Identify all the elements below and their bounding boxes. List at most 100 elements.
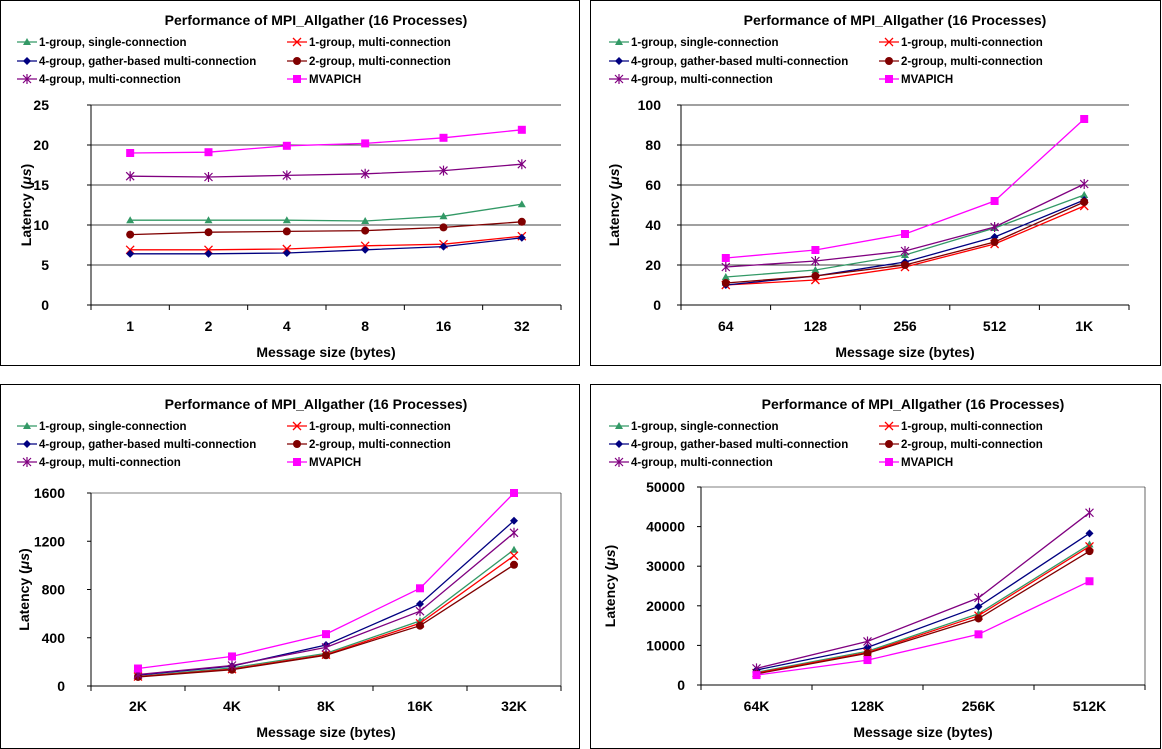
series-6 bbox=[134, 489, 518, 673]
series-3 bbox=[752, 529, 1094, 674]
data-point bbox=[321, 642, 331, 653]
legend-marker bbox=[22, 457, 32, 467]
data-point bbox=[1085, 577, 1094, 586]
data-point bbox=[1079, 179, 1089, 189]
chart-4: Performance of MPI_Allgather (16 Process… bbox=[602, 396, 1146, 740]
legend-label: 1-group, single-connection bbox=[39, 421, 187, 433]
legend-label: 2-group, multi-connection bbox=[901, 439, 1043, 451]
legend-item: 1-group, single-connection bbox=[609, 37, 779, 49]
chart-title: Performance of MPI_Allgather (16 Process… bbox=[165, 396, 468, 412]
data-point bbox=[439, 133, 448, 142]
y-axis-label-end: ) bbox=[16, 548, 32, 553]
legend-item: 2-group, multi-connection bbox=[287, 56, 451, 68]
legend-item: 4-group, multi-connection bbox=[17, 457, 181, 469]
y-axis-label-main: Latency ( bbox=[606, 184, 622, 246]
legend-marker bbox=[293, 57, 301, 65]
data-point bbox=[282, 249, 291, 257]
y-tick-label: 800 bbox=[42, 582, 66, 598]
data-point bbox=[863, 656, 872, 665]
x-axis-label: Message size (bytes) bbox=[256, 724, 395, 740]
data-point bbox=[416, 621, 424, 630]
data-point bbox=[439, 212, 448, 220]
y-tick-label: 1600 bbox=[34, 485, 65, 501]
series-6 bbox=[721, 115, 1089, 262]
x-tick-label: 2K bbox=[129, 698, 147, 714]
legend-item: 2-group, multi-connection bbox=[879, 439, 1043, 451]
legend-item: 4-group, multi-connection bbox=[609, 457, 773, 469]
data-point bbox=[517, 200, 526, 208]
legend-item: MVAPICH bbox=[879, 457, 953, 469]
legend-label: MVAPICH bbox=[901, 457, 953, 469]
legend-item: MVAPICH bbox=[879, 74, 953, 86]
data-point bbox=[439, 223, 448, 232]
legend-marker bbox=[614, 457, 624, 467]
chart-title: Performance of MPI_Allgather (16 Process… bbox=[762, 396, 1065, 412]
data-point bbox=[509, 551, 519, 561]
data-point bbox=[1080, 198, 1089, 206]
chart-3: Performance of MPI_Allgather (16 Process… bbox=[16, 396, 562, 740]
data-point bbox=[361, 217, 370, 224]
series-line bbox=[756, 532, 1090, 671]
legend-marker bbox=[885, 57, 893, 65]
data-point bbox=[510, 489, 518, 497]
x-tick-label: 64K bbox=[744, 698, 770, 714]
data-point bbox=[204, 172, 213, 182]
y-tick-label: 1200 bbox=[34, 533, 65, 549]
data-point bbox=[228, 652, 236, 661]
legend-label: 4-group, multi-connection bbox=[631, 457, 773, 469]
data-point bbox=[510, 545, 518, 553]
legend-item: 1-group, multi-connection bbox=[879, 421, 1043, 433]
data-point bbox=[439, 165, 448, 176]
data-point bbox=[974, 602, 983, 611]
y-axis-label-end: ) bbox=[18, 164, 34, 169]
legend-item: 4-group, gather-based multi-connection bbox=[609, 56, 848, 68]
series-3 bbox=[721, 196, 1089, 289]
legend-label: MVAPICH bbox=[309, 457, 361, 469]
data-point bbox=[517, 125, 526, 134]
chart-title: Performance of MPI_Allgather (16 Process… bbox=[165, 12, 468, 28]
chart-panel-1: Performance of MPI_Allgather (16 Process… bbox=[0, 0, 580, 366]
series-6 bbox=[752, 577, 1094, 680]
legend-item: MVAPICH bbox=[287, 74, 361, 86]
legend-label: 2-group, multi-connection bbox=[901, 56, 1043, 68]
data-point bbox=[990, 222, 1000, 232]
data-point bbox=[1085, 507, 1094, 518]
y-tick-label: 0 bbox=[41, 297, 49, 313]
legend-marker bbox=[884, 421, 894, 431]
series-line bbox=[130, 237, 522, 255]
x-axis-label: Message size (bytes) bbox=[853, 724, 992, 740]
y-axis-label: Latency (μs) bbox=[602, 545, 618, 627]
data-point bbox=[416, 584, 424, 593]
legend-marker bbox=[884, 37, 894, 47]
series-5 bbox=[721, 179, 1089, 272]
data-point bbox=[901, 230, 909, 238]
data-point bbox=[509, 527, 519, 538]
legend-marker bbox=[615, 440, 623, 448]
data-point bbox=[863, 643, 872, 652]
y-tick-label: 40 bbox=[645, 217, 661, 233]
y-axis-label-unit: μs bbox=[606, 168, 622, 185]
data-point bbox=[721, 279, 730, 287]
data-point bbox=[517, 217, 526, 226]
data-point bbox=[282, 227, 291, 236]
data-point bbox=[126, 230, 135, 239]
y-axis-label: Latency (μs) bbox=[606, 164, 622, 246]
x-tick-label: 256 bbox=[893, 318, 917, 334]
data-point bbox=[1080, 191, 1089, 198]
series-line bbox=[130, 203, 522, 222]
legend-marker bbox=[615, 422, 623, 429]
y-tick-label: 50000 bbox=[646, 479, 685, 495]
legend-label: 4-group, multi-connection bbox=[39, 74, 181, 86]
y-tick-label: 25 bbox=[33, 97, 49, 113]
y-tick-label: 30000 bbox=[646, 558, 685, 574]
y-axis-label: Latency (μs) bbox=[16, 548, 32, 630]
legend-label: 4-group, gather-based multi-connection bbox=[39, 439, 256, 451]
series-6 bbox=[126, 125, 526, 157]
x-tick-label: 32 bbox=[514, 318, 530, 334]
data-point bbox=[811, 246, 820, 254]
legend-label: MVAPICH bbox=[901, 74, 953, 86]
data-point bbox=[126, 216, 135, 224]
y-tick-label: 100 bbox=[638, 97, 662, 113]
y-tick-label: 20 bbox=[645, 257, 661, 273]
x-axis-label: Message size (bytes) bbox=[835, 344, 974, 360]
